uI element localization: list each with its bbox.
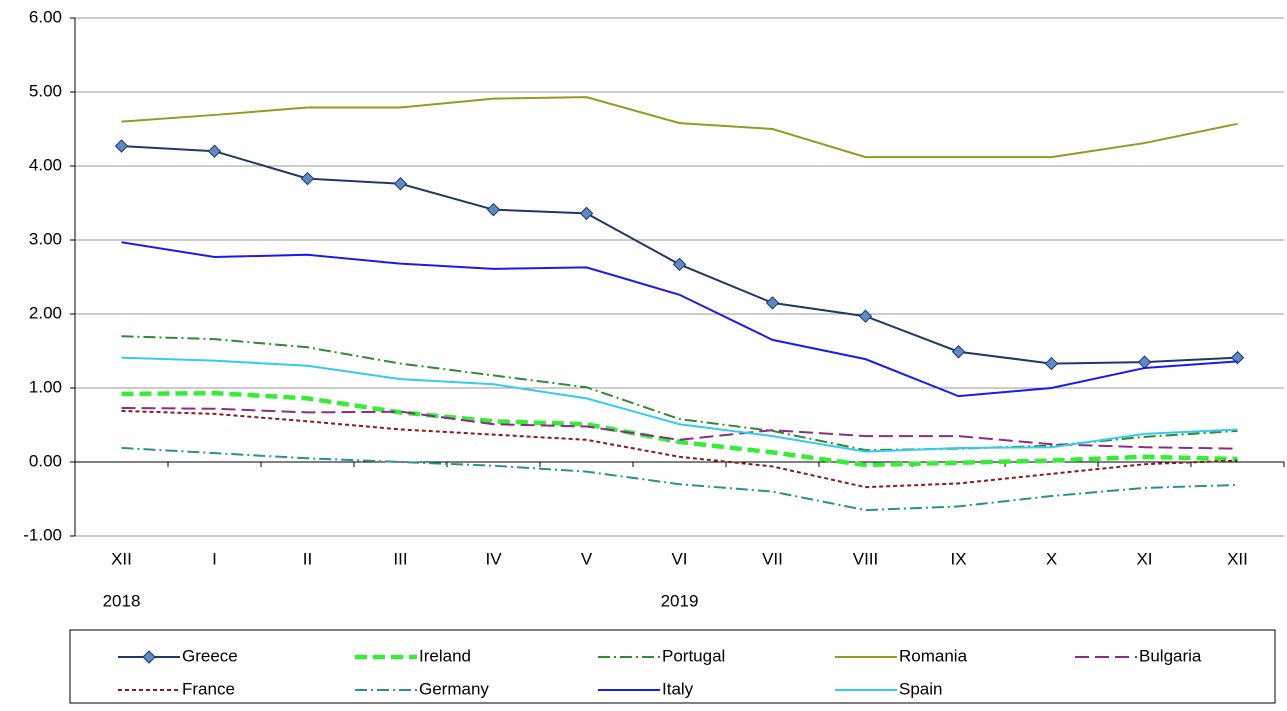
series-line: [121, 406, 1238, 450]
y-tick-label: 4.00: [29, 155, 62, 174]
x-tick-label: X: [1046, 549, 1057, 568]
series-marker: [1137, 355, 1152, 369]
x-tick-label: VI: [671, 549, 687, 568]
x-tick-label: V: [581, 549, 593, 568]
series-marker: [114, 139, 129, 153]
x-tick-label: VII: [762, 549, 783, 568]
x-tick-label: II: [303, 549, 312, 568]
x-tick-label: XII: [111, 549, 132, 568]
y-tick-label: -1.00: [23, 525, 62, 544]
legend-label: Italy: [662, 679, 694, 698]
series-line: [121, 96, 1238, 159]
x-tick-label: IX: [950, 549, 966, 568]
legend-label: Portugal: [662, 646, 725, 665]
series-line: [121, 241, 1238, 398]
y-tick-label: 3.00: [29, 229, 62, 248]
series-line: [121, 390, 1238, 468]
x-tick-label: III: [393, 549, 407, 568]
series-marker: [672, 257, 687, 272]
series-line: [121, 446, 1238, 512]
series-marker: [858, 309, 873, 323]
x-tick-label: XII: [1227, 549, 1248, 568]
legend-label: Romania: [899, 646, 968, 665]
legend-box: [69, 629, 1276, 704]
series-marker: [207, 144, 222, 158]
y-tick-label: 6.00: [29, 7, 62, 26]
series-marker: [393, 177, 408, 191]
legend-label: Spain: [899, 679, 942, 698]
x-tick-label: I: [212, 549, 217, 568]
series-line: [121, 335, 1238, 452]
x-tick-label: IV: [485, 549, 502, 568]
y-tick-label: 2.00: [29, 303, 62, 322]
series-marker: [579, 206, 594, 221]
series-marker: [486, 202, 501, 217]
legend-marker: [142, 650, 156, 664]
series-marker: [300, 171, 315, 186]
y-tick-label: 5.00: [29, 81, 62, 100]
x-tick-label: XI: [1136, 549, 1152, 568]
series-marker: [1044, 356, 1059, 371]
y-tick-label: 0.00: [29, 451, 62, 470]
legend-label: Greece: [182, 646, 238, 665]
y-tick-label: 1.00: [29, 377, 62, 396]
x-year-label: 2018: [103, 591, 141, 610]
series-line: [121, 409, 1238, 489]
x-tick-label: VIII: [853, 549, 879, 568]
legend-label: France: [182, 679, 235, 698]
legend-label: Ireland: [419, 646, 471, 665]
series-line: [121, 356, 1238, 453]
series-marker: [951, 345, 966, 359]
x-year-label: 2019: [661, 591, 699, 610]
legend-label: Germany: [419, 679, 489, 698]
series-marker: [765, 296, 780, 310]
legend-label: Bulgaria: [1139, 646, 1202, 665]
